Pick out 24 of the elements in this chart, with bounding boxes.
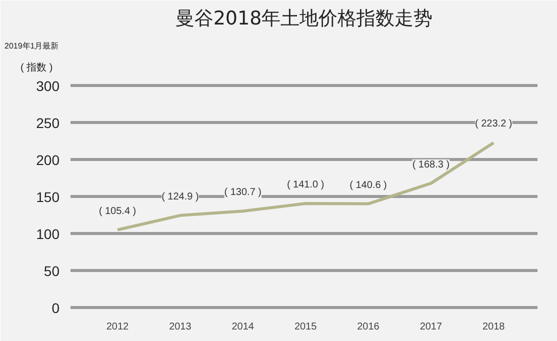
x-tick-label: 2013 — [169, 322, 192, 332]
y-tick-label: 0 — [52, 300, 60, 316]
x-tick-label: 2014 — [232, 322, 254, 332]
x-tick-label: 2017 — [420, 322, 442, 332]
y-tick-label: 200 — [36, 152, 60, 168]
y-tick-label: 300 — [36, 78, 60, 94]
x-tick-label: 2015 — [294, 322, 318, 332]
data-label: ( 130.7 ) — [224, 187, 262, 198]
x-tick-label: 2012 — [106, 322, 130, 332]
data-label: ( 140.6 ) — [350, 180, 387, 191]
data-label: ( 168.3 ) — [412, 159, 450, 170]
y-tick-label: 50 — [44, 262, 60, 279]
data-label: ( 124.9 ) — [162, 191, 199, 202]
x-tick-label: 2016 — [357, 322, 380, 332]
data-label: ( 141.0 ) — [286, 180, 324, 191]
data-label: ( 223.2 ) — [475, 118, 512, 130]
y-tick-label: 150 — [36, 188, 60, 205]
y-tick-label: 250 — [36, 114, 60, 131]
x-tick-label: 2018 — [482, 322, 506, 332]
data-label: ( 105.4 ) — [98, 206, 136, 217]
chart-title: 曼谷2018年土地价格指数走势 — [175, 8, 433, 30]
y-axis-title: ( 指数 ) — [20, 62, 53, 74]
y-tick-label: 100 — [36, 226, 60, 242]
text: 2019年1月最新 — [4, 42, 59, 50]
